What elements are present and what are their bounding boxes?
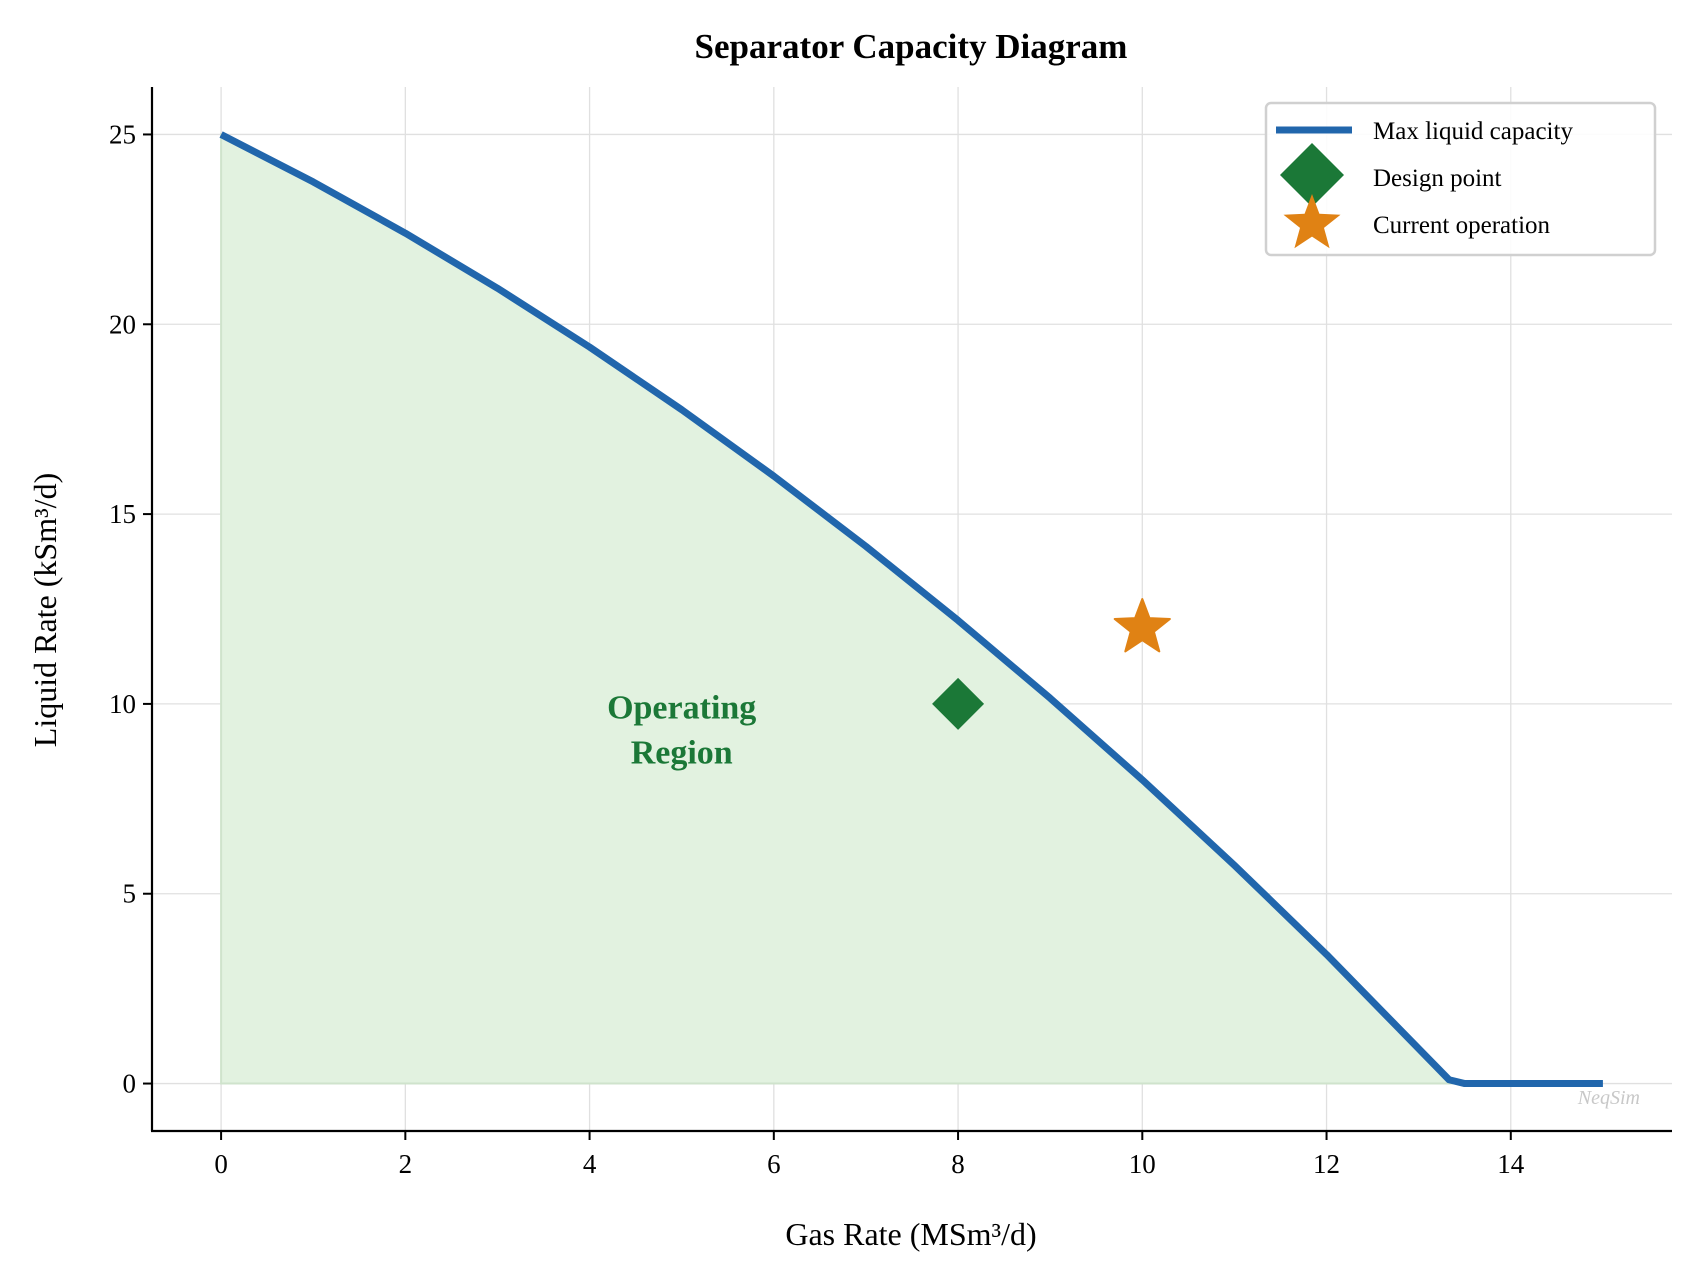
region-label-line2: Region xyxy=(631,735,733,772)
operating-region-fill xyxy=(220,132,1603,1085)
design-point-marker xyxy=(932,677,985,730)
x-tick-label: 14 xyxy=(1497,1149,1525,1179)
y-tick-label: 0 xyxy=(123,1069,137,1099)
y-tick-label: 5 xyxy=(123,879,137,909)
chart-title: Separator Capacity Diagram xyxy=(695,27,1128,66)
legend-diamond-icon xyxy=(1280,143,1344,207)
x-tick-label: 10 xyxy=(1129,1149,1156,1179)
y-tick-label: 25 xyxy=(109,119,136,149)
y-tick-label: 15 xyxy=(109,499,136,529)
x-tick-label: 0 xyxy=(214,1149,228,1179)
x-tick-label: 2 xyxy=(399,1149,413,1179)
x-ticks: 0 2 4 6 8 10 12 14 xyxy=(214,1131,1525,1179)
legend-label-max-liquid-capacity: Max liquid capacity xyxy=(1373,118,1573,145)
legend-frame xyxy=(1264,101,1657,257)
x-tick-label: 8 xyxy=(951,1149,965,1179)
legend-label-current-operation: Current operation xyxy=(1373,212,1551,239)
y-tick-label: 20 xyxy=(109,309,136,339)
x-tick-label: 6 xyxy=(767,1149,781,1179)
operating-region-label: Operating Region xyxy=(607,690,756,772)
current-operation-marker xyxy=(1113,598,1171,653)
x-tick-label: 12 xyxy=(1313,1149,1340,1179)
y-axis-label: Liquid Rate (kSm³/d) xyxy=(27,473,63,747)
watermark: NeqSim xyxy=(1577,1087,1640,1109)
x-tick-label: 4 xyxy=(583,1149,597,1179)
region-label-line1: Operating xyxy=(607,690,756,727)
legend: Max liquid capacity Design point Current… xyxy=(1264,101,1657,257)
legend-star-icon xyxy=(1283,194,1341,249)
y-tick-label: 10 xyxy=(109,689,136,719)
x-axis-label: Gas Rate (MSm³/d) xyxy=(785,1216,1036,1252)
max-liquid-capacity-line xyxy=(219,131,1603,1088)
legend-label-design-point: Design point xyxy=(1373,165,1502,192)
y-ticks: 0 5 10 15 20 25 xyxy=(109,119,152,1099)
